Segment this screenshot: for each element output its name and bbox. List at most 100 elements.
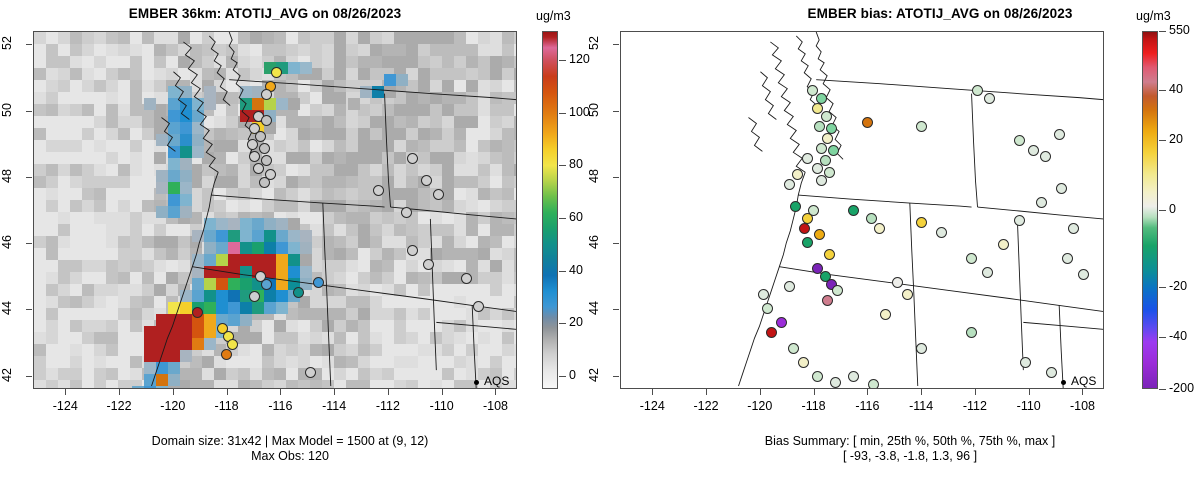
raster-cell-value — [264, 230, 276, 242]
raster-cell — [238, 44, 250, 56]
colorbar-gradient — [542, 31, 558, 389]
bias-marker — [825, 122, 837, 134]
raster-cell — [94, 176, 106, 188]
raster-cell-value — [276, 254, 288, 266]
raster-cell — [322, 188, 334, 200]
x-tick — [867, 389, 869, 395]
raster-cell — [106, 68, 118, 80]
y-tick — [26, 176, 32, 178]
raster-cell-value — [228, 314, 240, 326]
bias-marker — [823, 166, 835, 178]
raster-cell — [34, 80, 46, 92]
raster-cell — [394, 140, 406, 152]
raster-cell — [142, 152, 154, 164]
raster-cell — [250, 332, 262, 344]
x-tick-label: -120 — [747, 399, 773, 413]
raster-cell — [370, 368, 382, 380]
raster-cell — [502, 92, 514, 104]
raster-cell — [118, 248, 130, 260]
raster-cell — [406, 68, 418, 80]
raster-cell — [478, 332, 490, 344]
raster-cell — [346, 56, 358, 68]
raster-cell — [502, 140, 514, 152]
bias-marker — [815, 142, 827, 154]
raster-cell — [34, 236, 46, 248]
raster-cell — [370, 284, 382, 296]
raster-cell — [82, 248, 94, 260]
raster-cell — [226, 68, 238, 80]
raster-cell — [334, 296, 346, 308]
bias-marker — [798, 222, 810, 234]
raster-cell — [118, 212, 130, 224]
raster-cell — [82, 56, 94, 68]
raster-cell — [46, 284, 58, 296]
raster-cell — [310, 212, 322, 224]
raster-cell — [454, 356, 466, 368]
raster-cell — [478, 44, 490, 56]
raster-cell-value — [168, 146, 180, 158]
raster-cell — [94, 296, 106, 308]
raster-cell — [286, 344, 298, 356]
x-tick — [1028, 389, 1030, 395]
raster-cell — [514, 356, 516, 368]
raster-cell — [466, 236, 478, 248]
raster-cell-value — [216, 242, 228, 254]
raster-cell — [322, 68, 334, 80]
raster-cell — [382, 308, 394, 320]
y-tick-label: 50 — [587, 102, 601, 117]
raster-cell-value — [192, 266, 204, 278]
colorbar-tick — [559, 165, 566, 167]
raster-cell — [346, 236, 358, 248]
bias-marker — [789, 200, 801, 212]
raster-cell — [346, 164, 358, 176]
raster-cell — [118, 284, 130, 296]
raster-cell — [406, 56, 418, 68]
raster-cell — [298, 80, 310, 92]
raster-cell — [34, 188, 46, 200]
bias-marker — [901, 288, 913, 300]
raster-cell — [58, 224, 70, 236]
raster-cell — [382, 116, 394, 128]
raster-cell — [70, 308, 82, 320]
raster-cell — [46, 44, 58, 56]
raster-cell — [178, 68, 190, 80]
raster-cell — [94, 272, 106, 284]
raster-cell — [238, 152, 250, 164]
raster-cell-value — [168, 206, 180, 218]
bias-marker — [829, 376, 841, 388]
raster-cell — [322, 140, 334, 152]
raster-cell — [442, 236, 454, 248]
raster-cell — [502, 272, 514, 284]
raster-cell-value — [252, 242, 264, 254]
caption-line-1-bias: Bias Summary: [ min, 25th %, 50th %, 75t… — [764, 434, 1056, 448]
raster-cell — [478, 236, 490, 248]
raster-cell-value — [240, 242, 252, 254]
raster-cell — [310, 188, 322, 200]
raster-cell — [370, 68, 382, 80]
raster-cell — [34, 344, 46, 356]
raster-cell — [430, 320, 442, 332]
raster-cell — [238, 56, 250, 68]
raster-cell — [46, 236, 58, 248]
x-tick-label: -120 — [160, 399, 186, 413]
raster-cell — [502, 152, 514, 164]
raster-cell — [418, 200, 430, 212]
raster-cell-value — [156, 134, 168, 146]
raster-cell — [394, 260, 406, 272]
raster-cell — [106, 176, 118, 188]
x-tick — [334, 389, 336, 395]
raster-cell — [142, 248, 154, 260]
x-tick-label: -116 — [268, 399, 293, 413]
raster-cell-value — [168, 170, 180, 182]
raster-cell — [370, 344, 382, 356]
raster-cell — [442, 80, 454, 92]
bias-map-plot[interactable]: AQS — [620, 31, 1104, 389]
colorbar-tick-bias — [1159, 31, 1166, 32]
raster-cell — [94, 356, 106, 368]
x-tick — [1082, 389, 1084, 395]
bias-marker — [861, 116, 873, 128]
raster-cell — [502, 68, 514, 80]
model-map-plot[interactable]: AQS — [33, 31, 517, 389]
x-tick-label: -118 — [214, 399, 239, 413]
raster-cell — [382, 356, 394, 368]
